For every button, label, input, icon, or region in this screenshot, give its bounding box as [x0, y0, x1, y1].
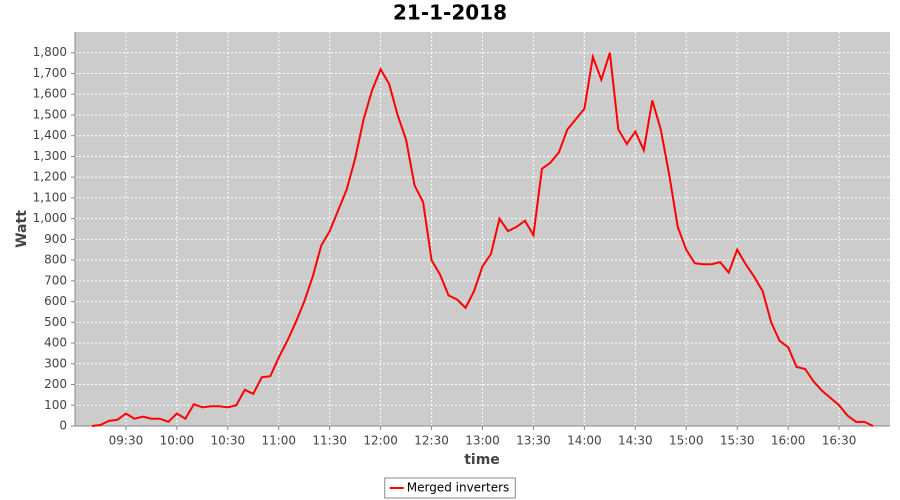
y-tick-label: 1,400 [33, 128, 67, 142]
y-tick-label: 900 [44, 232, 67, 246]
y-tick-label: 1,200 [33, 170, 67, 184]
y-tick-label: 1,000 [33, 211, 67, 225]
x-tick-label: 16:30 [822, 434, 857, 448]
x-tick-label: 12:30 [414, 434, 449, 448]
x-tick-label: 13:30 [516, 434, 551, 448]
y-tick-label: 0 [59, 419, 67, 433]
chart-title: 21-1-2018 [393, 1, 507, 25]
x-tick-label: 15:00 [669, 434, 704, 448]
y-tick-label: 1,300 [33, 149, 67, 163]
y-tick-label: 1,700 [33, 66, 67, 80]
x-tick-label: 11:30 [312, 434, 347, 448]
y-tick-label: 1,600 [33, 87, 67, 101]
x-tick-label: 09:30 [109, 434, 144, 448]
legend-label: Merged inverters [407, 481, 510, 495]
x-tick-label: 10:30 [211, 434, 246, 448]
y-tick-label: 1,100 [33, 190, 67, 204]
y-tick-label: 200 [44, 377, 67, 391]
y-tick-label: 100 [44, 398, 67, 412]
y-tick-label: 500 [44, 315, 67, 329]
x-tick-label: 14:00 [567, 434, 602, 448]
x-axis-label: time [464, 452, 500, 468]
x-tick-label: 15:30 [720, 434, 755, 448]
y-tick-label: 1,500 [33, 107, 67, 121]
data-line [91, 52, 874, 427]
y-tick-label: 700 [44, 273, 67, 287]
x-tick-label: 11:00 [261, 434, 296, 448]
x-tick-label: 14:30 [618, 434, 653, 448]
y-axis-label: Watt [14, 210, 30, 248]
y-tick-label: 800 [44, 253, 67, 267]
x-tick-label: 12:00 [363, 434, 398, 448]
y-tick-label: 300 [44, 356, 67, 370]
x-tick-label: 10:00 [160, 434, 195, 448]
y-tick-label: 400 [44, 336, 67, 350]
x-tick-label: 16:00 [771, 434, 806, 448]
y-tick-label: 600 [44, 294, 67, 308]
x-tick-label: 13:00 [465, 434, 500, 448]
y-tick-label: 1,800 [33, 45, 67, 59]
legend: Merged inverters [384, 477, 516, 499]
legend-box [384, 477, 516, 499]
